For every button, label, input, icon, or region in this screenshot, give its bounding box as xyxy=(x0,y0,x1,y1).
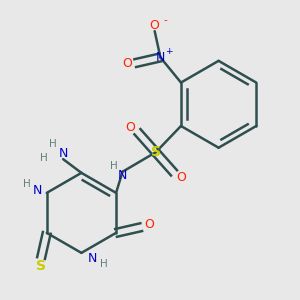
Text: O: O xyxy=(122,57,132,70)
Text: S: S xyxy=(151,145,161,159)
Text: -: - xyxy=(163,15,167,25)
Text: N: N xyxy=(58,147,68,160)
Text: O: O xyxy=(150,19,160,32)
Text: H: H xyxy=(100,259,108,269)
Text: H: H xyxy=(23,179,31,189)
Text: N: N xyxy=(33,184,42,197)
Text: O: O xyxy=(176,171,186,184)
Text: S: S xyxy=(36,259,46,273)
Text: +: + xyxy=(165,47,172,56)
Text: H: H xyxy=(49,139,57,149)
Text: H: H xyxy=(110,161,117,171)
Text: N: N xyxy=(156,51,165,64)
Text: H: H xyxy=(40,153,48,163)
Text: O: O xyxy=(126,121,136,134)
Text: N: N xyxy=(118,169,127,182)
Text: O: O xyxy=(144,218,154,231)
Text: N: N xyxy=(88,252,98,265)
